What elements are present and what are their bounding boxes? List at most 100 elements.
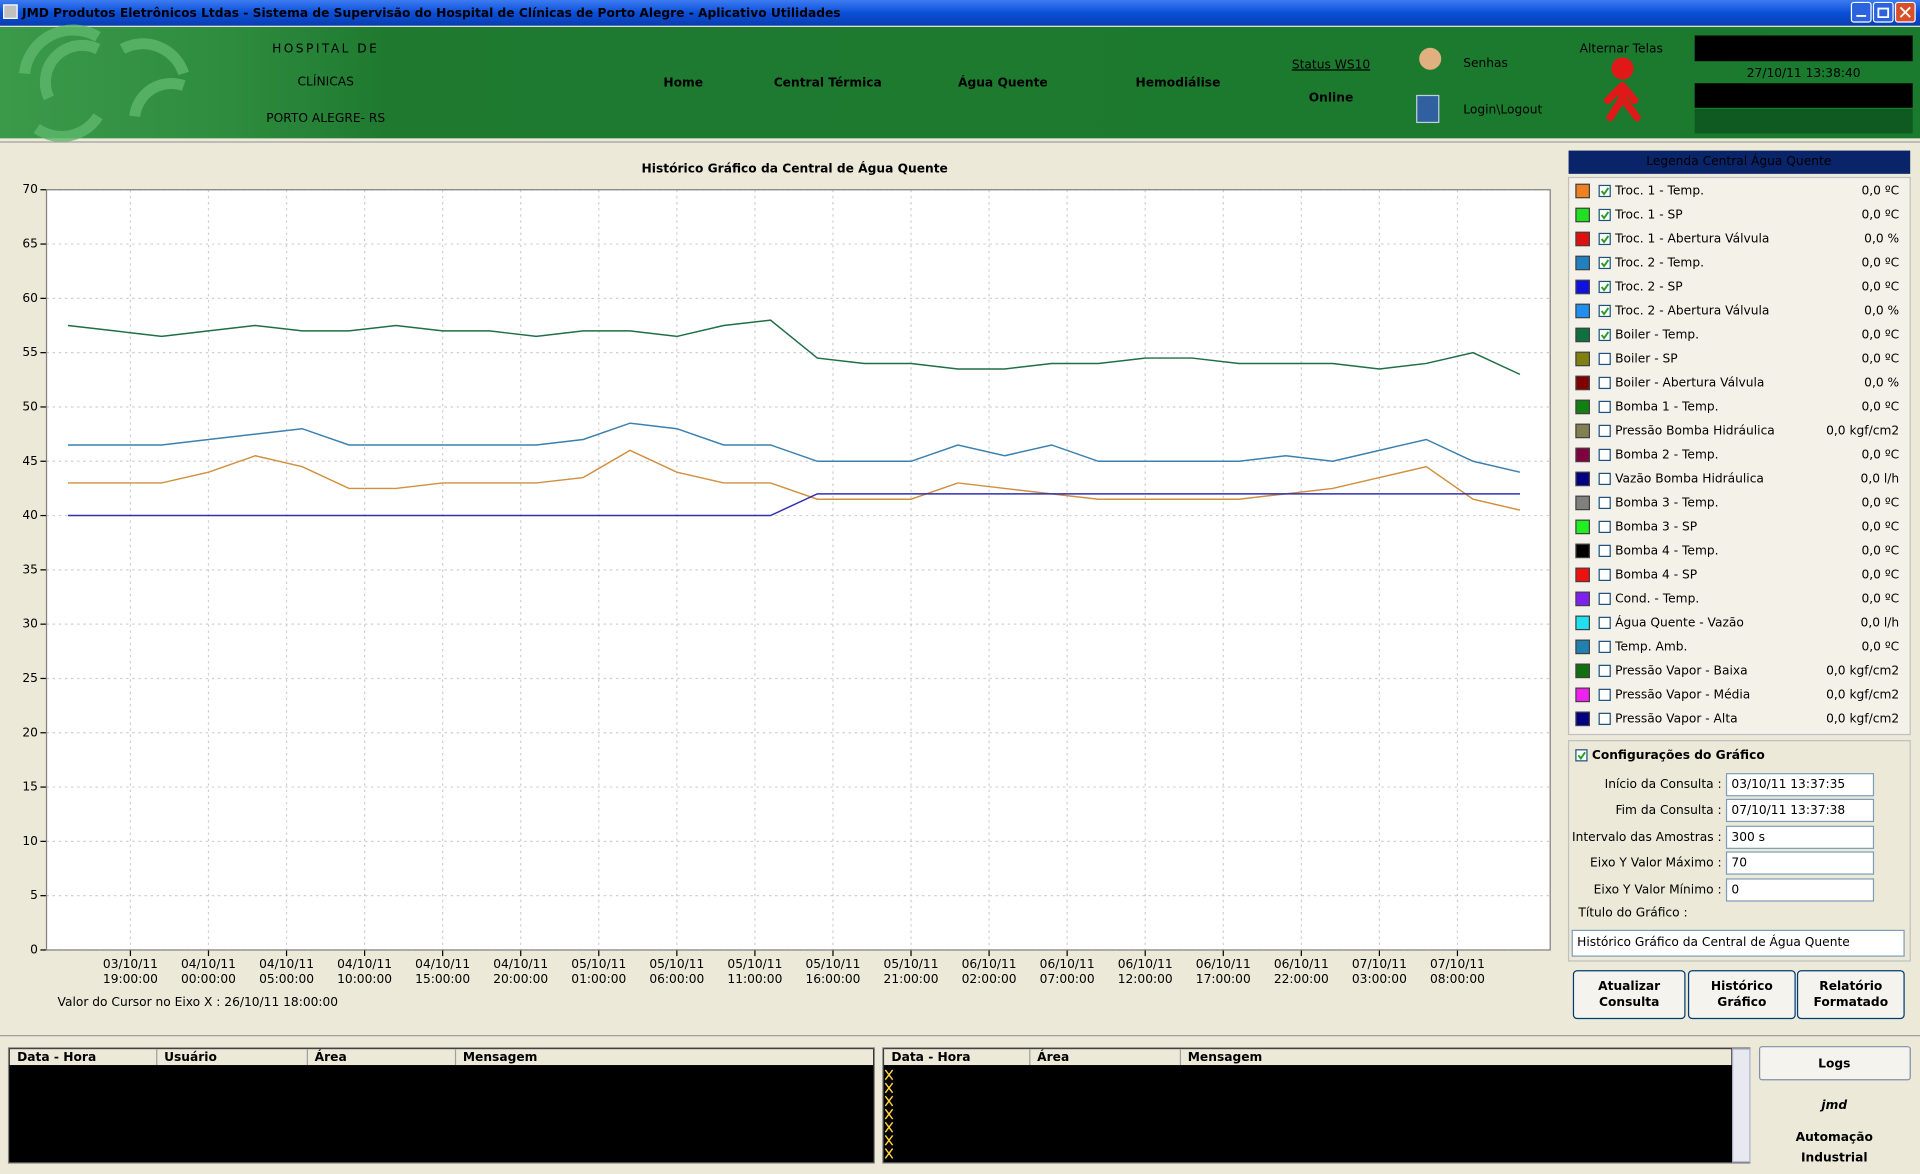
checkbox[interactable] bbox=[1598, 544, 1611, 558]
log-row-icon bbox=[884, 1108, 894, 1120]
x-tick-label: 20:00:00 bbox=[493, 972, 548, 986]
x-tick-label: 06/10/11 bbox=[1196, 957, 1251, 971]
checkbox[interactable] bbox=[1598, 448, 1611, 462]
config-input[interactable] bbox=[1725, 825, 1875, 849]
checkbox[interactable] bbox=[1598, 592, 1611, 605]
passwords-icon[interactable] bbox=[1419, 47, 1442, 70]
logs-button[interactable] bbox=[1758, 1046, 1911, 1081]
legend-swatch bbox=[1575, 711, 1590, 727]
action-button-label[interactable]: Formatado bbox=[1814, 995, 1889, 1009]
y-tick-label: 40 bbox=[22, 508, 38, 522]
checkbox[interactable] bbox=[1598, 400, 1611, 414]
checkbox[interactable] bbox=[1598, 328, 1611, 342]
log-cell: CAQ.Boiler bbox=[1033, 1107, 1107, 1121]
checkbox[interactable] bbox=[1598, 688, 1611, 701]
checkbox[interactable] bbox=[1598, 304, 1611, 318]
login-link[interactable]: Login\Logout bbox=[1463, 103, 1542, 117]
action-button-label[interactable]: Relatório bbox=[1819, 979, 1882, 993]
user-log-table bbox=[7, 1047, 875, 1164]
log-cell: AUTOMÁTICO bbox=[1184, 1106, 1275, 1121]
x-tick-label: 04/10/11 bbox=[181, 957, 236, 971]
checkbox[interactable] bbox=[1598, 208, 1611, 222]
x-tick-label: 05/10/11 bbox=[884, 957, 939, 971]
x-tick-label: 04/10/11 bbox=[259, 957, 314, 971]
y-tick-label: 0 bbox=[30, 942, 38, 956]
legend-reading: 0,0 ºC bbox=[1862, 183, 1900, 197]
action-button-label[interactable]: Consulta bbox=[1599, 995, 1659, 1009]
legend-name: Troc. 1 - Temp. bbox=[1614, 183, 1704, 197]
log-cell: 26/10/11 23:05:11 bbox=[898, 1120, 1023, 1134]
legend-name: Bomba 3 - SP bbox=[1615, 519, 1697, 533]
checkbox[interactable] bbox=[1598, 232, 1611, 246]
checkbox[interactable] bbox=[1598, 352, 1611, 366]
checkbox[interactable] bbox=[1598, 472, 1611, 486]
action-button[interactable] bbox=[1572, 970, 1686, 1020]
checkbox[interactable] bbox=[1598, 256, 1611, 270]
log-row-icon bbox=[884, 1082, 894, 1094]
legend-name: Boiler - Abertura Válvula bbox=[1615, 375, 1764, 389]
series-line bbox=[67, 422, 1521, 473]
maximize-button[interactable] bbox=[1872, 1, 1894, 23]
x-tick-label: 06/10/11 bbox=[1040, 957, 1095, 971]
log-row-icon bbox=[884, 1095, 894, 1107]
plot-area bbox=[46, 189, 1551, 950]
passwords-link[interactable]: Senhas bbox=[1463, 56, 1508, 70]
switch-screens-label[interactable]: Alternar Telas bbox=[1580, 41, 1663, 55]
logo-line: PORTO ALEGRE- RS bbox=[266, 111, 385, 125]
x-tick-label: 04/10/11 bbox=[415, 957, 470, 971]
x-tick-label: 11:00:00 bbox=[727, 972, 782, 986]
legend-reading: 0,0 ºC bbox=[1862, 279, 1900, 293]
x-tick-label: 15:00:00 bbox=[415, 972, 470, 986]
legend-reading: 0,0 ºC bbox=[1862, 447, 1900, 461]
nav-item[interactable]: Home bbox=[663, 76, 703, 90]
checkbox[interactable] bbox=[1598, 184, 1611, 198]
checkbox[interactable] bbox=[1598, 640, 1611, 653]
y-tick-label: 20 bbox=[22, 725, 38, 739]
config-input[interactable] bbox=[1725, 878, 1875, 902]
checkbox[interactable] bbox=[1575, 749, 1588, 762]
legend-swatch bbox=[1575, 303, 1590, 319]
legend-name: Bomba 4 - SP bbox=[1615, 567, 1697, 581]
checkbox-check bbox=[1600, 259, 1610, 268]
action-button[interactable] bbox=[1796, 970, 1905, 1020]
event-log-scrollbar[interactable] bbox=[1732, 1048, 1751, 1163]
legend-swatch bbox=[1575, 447, 1590, 463]
checkbox[interactable] bbox=[1598, 280, 1611, 294]
checkbox[interactable] bbox=[1598, 424, 1611, 438]
x-tick-label: 05/10/11 bbox=[805, 957, 860, 971]
action-button[interactable] bbox=[1687, 970, 1796, 1020]
config-input[interactable] bbox=[1725, 798, 1875, 823]
action-button-label[interactable]: Histórico bbox=[1711, 979, 1773, 993]
logo-line: HOSPITAL DE bbox=[272, 41, 379, 55]
switch-screens-icon[interactable] bbox=[1604, 57, 1641, 122]
y-tick-label: 5 bbox=[30, 888, 38, 902]
checkbox[interactable] bbox=[1598, 376, 1611, 390]
checkbox-check bbox=[1600, 307, 1610, 316]
nav-item[interactable]: Hemodiálise bbox=[1136, 76, 1221, 90]
checkbox[interactable] bbox=[1598, 616, 1611, 629]
config-value: Histórico Gráfico da Central de Água Que… bbox=[1577, 934, 1850, 949]
checkbox[interactable] bbox=[1598, 520, 1611, 534]
checkbox[interactable] bbox=[1598, 712, 1611, 725]
legend-reading: 0,0 ºC bbox=[1862, 351, 1900, 365]
brand-line: Automação bbox=[1796, 1130, 1873, 1144]
nav-item[interactable]: Central Térmica bbox=[774, 76, 882, 90]
legend-reading: 0,0 kgf/cm2 bbox=[1826, 663, 1899, 677]
action-button-label[interactable]: Atualizar bbox=[1598, 979, 1660, 993]
status-label[interactable]: Status WS10 bbox=[1292, 57, 1370, 71]
checkbox[interactable] bbox=[1598, 568, 1611, 582]
minimize-button[interactable] bbox=[1850, 1, 1872, 23]
action-button-label[interactable]: Gráfico bbox=[1717, 995, 1766, 1009]
login-icon[interactable] bbox=[1416, 94, 1440, 124]
checkbox[interactable] bbox=[1598, 664, 1611, 677]
checkbox[interactable] bbox=[1598, 496, 1611, 510]
config-input[interactable] bbox=[1725, 851, 1875, 875]
logs-button-label[interactable]: Logs bbox=[1818, 1056, 1850, 1070]
x-tick-label: 05:00:00 bbox=[259, 972, 314, 986]
chart-title-input[interactable] bbox=[1571, 929, 1905, 957]
nav-item[interactable]: Água Quente bbox=[958, 75, 1048, 90]
x-tick-label: 22:00:00 bbox=[1274, 972, 1329, 986]
config-input[interactable] bbox=[1725, 773, 1875, 797]
x-tick-label: 06/10/11 bbox=[962, 957, 1017, 971]
